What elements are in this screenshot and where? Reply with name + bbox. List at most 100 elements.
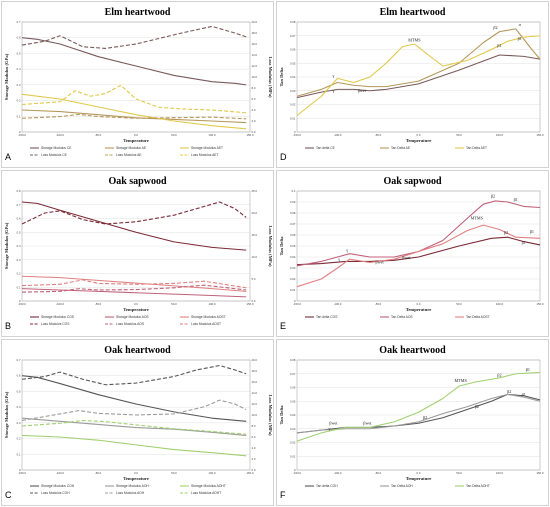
panel-frame	[1, 170, 274, 337]
y2-tick-label: 8.0	[252, 424, 256, 428]
annotation-label: β2	[493, 25, 497, 30]
panel-letter: F	[280, 490, 286, 500]
series-line-loss-modulus-aoh	[21, 399, 247, 422]
y-tick-label: 0.05	[290, 244, 296, 248]
series-line-storage-modulus-ce	[21, 37, 247, 86]
series-line-tan-delta-aoh	[296, 393, 541, 434]
y-tick-label: 0	[294, 130, 296, 134]
y-tick-label: 0	[19, 130, 21, 134]
panel-letter: A	[5, 152, 11, 162]
annotation-label: βwet	[376, 260, 385, 265]
y-tick-label: 0.2	[17, 437, 21, 441]
x-tick-label: 50.0	[171, 471, 177, 475]
series-line-loss-modulus-cos	[21, 201, 247, 225]
y-tick-label: 0.02	[290, 441, 296, 445]
y2-tick-label: 20.0	[252, 358, 258, 362]
annotation-label: γ	[346, 248, 348, 253]
chart-title: Oak sapwood	[108, 176, 167, 187]
x-tick-label: 150.0	[247, 471, 254, 475]
y-tick-label: 0.5	[17, 51, 21, 55]
y2-tick-label: 8.0	[252, 86, 256, 90]
x-tick-label: 0.0	[134, 471, 138, 475]
y2-tick-label: 0.0	[252, 130, 256, 134]
y2-tick-label: 12.0	[252, 64, 258, 68]
annotation-label: βwet	[358, 88, 367, 93]
x-axis-label: Temperature	[406, 476, 432, 481]
y-tick-label: 0.04	[290, 255, 296, 259]
series-line-tan-delta-ae	[296, 28, 541, 97]
legend-label: Tan Delta AOS	[391, 315, 413, 319]
y-axis-label: Storage Modulus (GPa)	[4, 391, 9, 438]
legend-label: Tan Delta AE	[391, 146, 411, 150]
y2-tick-label: 4.0	[252, 108, 256, 112]
y-tick-label: 0.03	[290, 427, 296, 431]
annotation-label: β2	[423, 415, 427, 420]
x-tick-label: 50.0	[456, 471, 462, 475]
annotation-label: β1	[522, 392, 526, 397]
x-tick-label: -50.0	[95, 471, 102, 475]
legend-label: Loss Modulus AE	[116, 153, 142, 157]
y-tick-label: 0.06	[290, 386, 296, 390]
y-tick-label: 0.7	[17, 358, 21, 362]
x-tick-label: 100.0	[209, 471, 216, 475]
y2-axis-label: Loss Modulus (MPa)	[268, 225, 273, 267]
y-tick-label: 0.5	[17, 230, 21, 234]
y-tick-label: 0.07	[290, 222, 296, 226]
y2-tick-label: 18.0	[252, 31, 258, 35]
y-tick-label: 0.3	[17, 421, 21, 425]
legend-label: Loss Modulus AOST	[191, 322, 221, 326]
y-tick-label: 0.6	[17, 217, 21, 221]
legend-label: Tan delta COS	[316, 315, 338, 319]
series-line-tan-delta-cos	[296, 236, 541, 266]
x-tick-label: 50.0	[456, 133, 462, 137]
x-tick-label: -150.0	[18, 133, 26, 137]
y-tick-label: 0	[294, 468, 296, 472]
x-tick-label: -150.0	[18, 471, 26, 475]
plot-area	[296, 190, 541, 302]
y-tick-label: 0.2	[17, 272, 21, 276]
y-tick-label: 0.08	[290, 211, 296, 215]
chart-b: Oak sapwood B 0 0.1 0.2 0.3 0.4 0.5 0.6 0.7 0.8 0.0…	[1, 170, 274, 337]
chart-title: Elm heartwood	[380, 7, 446, 18]
chart-e: Oak sapwood E 0 0.01 0.02 0.03 0.04 0.05 0.06 0.0…	[276, 170, 549, 337]
y2-tick-label: 10.0	[252, 255, 258, 259]
y2-tick-label: 12.0	[252, 402, 258, 406]
annotation-label: MTMS	[454, 378, 467, 383]
y-tick-label: 0.1	[17, 114, 21, 118]
y2-tick-label: 20.0	[252, 211, 258, 215]
legend-label: Storage Modulus COH	[41, 484, 75, 488]
series-line-tan-delta-aoht	[296, 371, 541, 442]
x-tick-label: -100.0	[334, 133, 342, 137]
y2-tick-label: 6.0	[252, 435, 256, 439]
x-tick-label: 0.0	[134, 302, 138, 306]
y2-tick-label: 20.0	[252, 20, 258, 24]
series-line-tan-delta-aost	[296, 224, 541, 288]
legend-label: Tan Delta AOHT	[466, 484, 490, 488]
y-tick-label: 0.4	[17, 244, 21, 248]
y2-tick-label: 18.0	[252, 369, 258, 373]
y2-tick-label: 16.0	[252, 42, 258, 46]
x-tick-label: 50.0	[171, 133, 177, 137]
x-tick-label: 150.0	[537, 302, 544, 306]
y-tick-label: 0.5	[17, 389, 21, 393]
annotation-label: γ	[333, 73, 335, 78]
x-axis-label: Temperature	[123, 138, 149, 143]
y-axis-label: Tan Delta	[279, 236, 284, 256]
series-line-loss-modulus-aos	[21, 284, 247, 293]
y-tick-label: 0.6	[17, 36, 21, 40]
annotation-label: γ	[328, 426, 330, 431]
annotation-label: γ	[338, 256, 340, 261]
panel-letter: D	[280, 152, 287, 162]
panel-frame	[1, 1, 274, 168]
series-line-tan-delta-aet	[296, 35, 541, 116]
x-tick-label: -50.0	[375, 471, 382, 475]
y-tick-label: 0.06	[290, 233, 296, 237]
x-tick-label: 100.0	[496, 471, 503, 475]
y-tick-label: 0.3	[17, 83, 21, 87]
series-line-storage-modulus-aoh	[21, 417, 247, 436]
y-tick-label: 0.1	[292, 189, 296, 193]
annotation-label: βwet	[329, 421, 338, 426]
y-tick-label: 0	[19, 299, 21, 303]
series-line-tan-delta-aos	[296, 200, 541, 267]
annotation-label: α	[519, 22, 522, 27]
